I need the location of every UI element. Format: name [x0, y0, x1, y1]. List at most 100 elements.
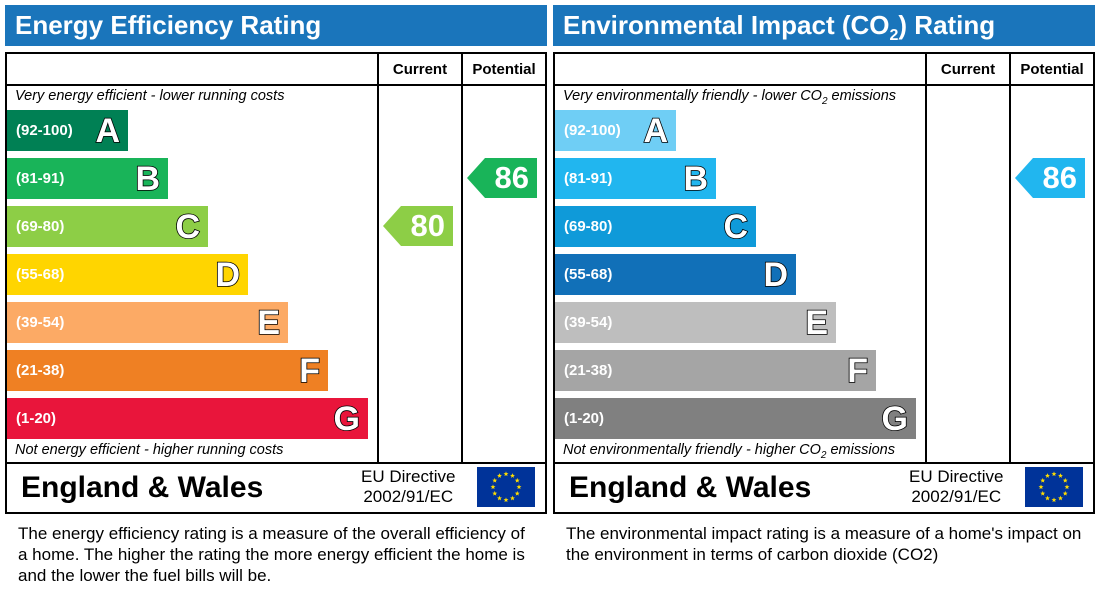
rating-table: Current Potential Very environmentally f… — [553, 52, 1095, 464]
column-divider — [925, 54, 927, 462]
star-icon — [1045, 473, 1050, 478]
star-icon — [514, 490, 520, 496]
band-range-label: (1-20) — [16, 410, 57, 427]
band-letter: F — [846, 351, 868, 391]
band-g: (1-20) G — [555, 398, 916, 439]
directive-line1: EU Directive — [909, 467, 1004, 486]
environmental-impact-panel: Environmental Impact (CO2) Rating Curren… — [553, 5, 1095, 605]
column-divider — [1009, 54, 1011, 462]
band-b: (81-91) B — [7, 158, 168, 199]
band-c: (69-80) C — [555, 206, 756, 247]
header-divider — [555, 84, 1093, 86]
band-range-label: (81-91) — [16, 170, 65, 187]
title-text: Environmental Impact (CO — [563, 10, 890, 40]
band-range-label: (55-68) — [16, 266, 65, 283]
star-icon — [503, 471, 509, 477]
potential-rating-arrow: 86 — [467, 158, 537, 198]
star-icon — [1058, 495, 1063, 501]
eu-stars — [1038, 471, 1070, 503]
rating-arrow-fill — [1015, 158, 1085, 198]
rating-arrow-fill — [467, 158, 537, 198]
bottom-note: Not environmentally friendly - higher CO… — [563, 442, 895, 461]
title-subscript: 2 — [889, 27, 899, 45]
band-range-label: (69-80) — [564, 218, 613, 235]
band-letter: B — [683, 159, 709, 199]
band-range-label: (39-54) — [16, 314, 65, 331]
potential-column-header: Potential — [472, 61, 536, 78]
star-icon — [1045, 495, 1050, 501]
band-g: (1-20) G — [7, 398, 368, 439]
band-e: (39-54) E — [7, 302, 288, 343]
star-icon — [497, 473, 502, 478]
band-range-label: (69-80) — [16, 218, 65, 235]
band-letter: C — [723, 207, 749, 247]
energy-efficiency-panel: Energy Efficiency Rating Current Potenti… — [5, 5, 547, 605]
band-d: (55-68) D — [7, 254, 248, 295]
potential-column-header: Potential — [1020, 61, 1084, 78]
rating-arrow-fill — [383, 206, 453, 246]
potential-rating-arrow: 86 — [1015, 158, 1085, 198]
column-divider — [377, 54, 379, 462]
band-letter: A — [643, 111, 669, 151]
description: The environmental impact rating is a mea… — [566, 524, 1082, 564]
bottom-note: Not energy efficient - higher running co… — [15, 442, 284, 458]
current-column-header: Current — [392, 61, 448, 78]
band-c: (69-80) C — [7, 206, 208, 247]
directive-line2: 2002/91/EC — [363, 487, 454, 506]
top-note-end: emissions — [827, 88, 897, 104]
column-divider — [461, 54, 463, 462]
star-icon — [490, 484, 496, 490]
band-range-label: (21-38) — [564, 362, 613, 379]
rating-value: 80 — [410, 208, 445, 243]
star-icon — [1051, 471, 1057, 477]
footer: England & Wales EU Directive 2002/91/EC — [553, 464, 1095, 514]
star-icon — [1040, 490, 1046, 496]
band-letter: G — [333, 399, 361, 439]
band-letter: E — [805, 303, 829, 343]
rating-value: 86 — [494, 160, 529, 195]
star-icon — [1051, 497, 1057, 503]
star-icon — [492, 477, 498, 483]
rating-arrow-shape — [383, 206, 453, 246]
panel-title: Energy Efficiency Rating — [5, 5, 547, 46]
band-e: (39-54) E — [555, 302, 836, 343]
top-note-subscript: 2 — [821, 95, 828, 107]
current-rating-arrow: 80 — [383, 206, 453, 246]
star-icon — [1040, 477, 1046, 483]
top-note: Very environmentally friendly - lower CO… — [563, 88, 896, 107]
star-icon — [1062, 490, 1068, 496]
band-letter: B — [135, 159, 161, 199]
eu-flag-icon — [1025, 467, 1083, 507]
band-letter: G — [881, 399, 909, 439]
band-a: (92-100) A — [7, 110, 128, 151]
band-d: (55-68) D — [555, 254, 796, 295]
band-f: (21-38) F — [555, 350, 876, 391]
band-range-label: (81-91) — [564, 170, 613, 187]
rating-arrow-shape — [467, 158, 537, 198]
band-letter: A — [95, 111, 121, 151]
directive-line1: EU Directive — [361, 467, 456, 486]
rating-value: 86 — [1042, 160, 1077, 195]
star-icon — [503, 497, 509, 503]
band-range-label: (92-100) — [16, 122, 73, 139]
top-note: Very energy efficient - lower running co… — [15, 88, 285, 104]
star-icon — [1038, 484, 1044, 490]
eu-stars — [490, 471, 522, 503]
rating-arrow-shape — [1015, 158, 1085, 198]
current-column-header: Current — [940, 61, 996, 78]
star-icon — [1058, 473, 1063, 478]
description: The energy efficiency rating is a measur… — [18, 524, 525, 585]
top-note-text: Very environmentally friendly - lower CO — [563, 88, 822, 104]
footer: England & Wales EU Directive 2002/91/EC — [5, 464, 547, 514]
band-letter: D — [215, 255, 241, 295]
band-range-label: (92-100) — [564, 122, 621, 139]
band-b: (81-91) B — [555, 158, 716, 199]
band-a: (92-100) A — [555, 110, 676, 151]
star-icon — [1062, 477, 1068, 483]
band-range-label: (1-20) — [564, 410, 605, 427]
band-range-label: (55-68) — [564, 266, 613, 283]
band-letter: D — [763, 255, 789, 295]
star-icon — [1064, 484, 1070, 490]
band-letter: E — [257, 303, 281, 343]
eu-flag-icon — [477, 467, 535, 507]
